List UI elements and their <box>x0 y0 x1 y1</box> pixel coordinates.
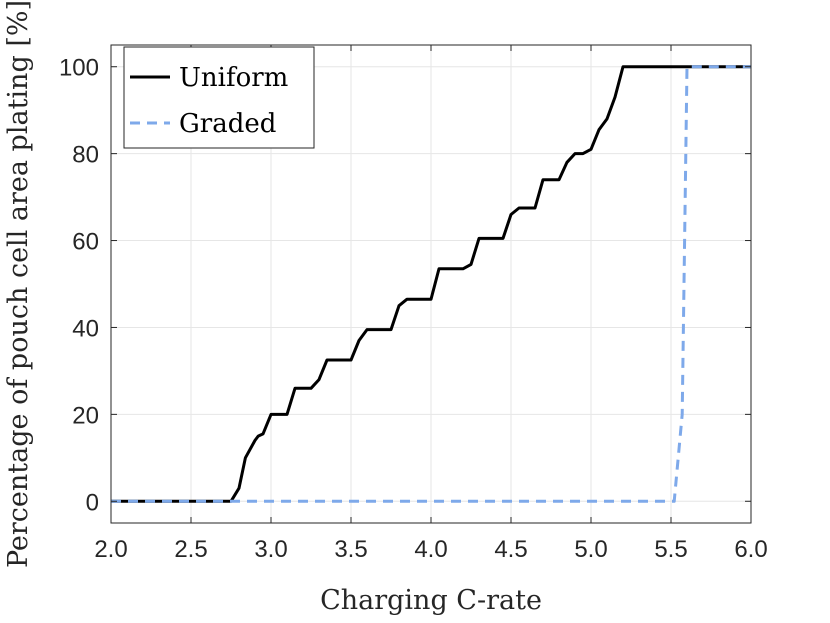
x-tick-label: 4.0 <box>414 536 447 563</box>
legend-label-uniform: Uniform <box>179 63 288 93</box>
y-axis-ticks: 0 20 40 60 80 100 <box>59 55 751 516</box>
y-axis-title: Percentage of pouch cell area plating [%… <box>3 0 34 568</box>
x-axis-title: Charging C-rate <box>320 585 542 616</box>
x-tick-label: 2.0 <box>94 536 127 563</box>
y-tick-label: 80 <box>72 142 99 169</box>
x-tick-label: 3.0 <box>254 536 287 563</box>
legend-box <box>123 46 315 149</box>
x-tick-label: 6.0 <box>734 536 767 563</box>
x-tick-label: 2.5 <box>174 536 207 563</box>
y-tick-label: 100 <box>59 55 99 82</box>
legend: Uniform Graded <box>123 46 315 149</box>
x-tick-label: 5.0 <box>574 536 607 563</box>
y-tick-label: 0 <box>86 489 99 516</box>
legend-label-graded: Graded <box>179 109 276 139</box>
x-tick-label: 3.5 <box>334 536 367 563</box>
series-line-uniform <box>111 65 751 503</box>
y-tick-label: 40 <box>72 315 99 342</box>
y-tick-label: 20 <box>72 402 99 429</box>
y-tick-label: 60 <box>72 229 99 256</box>
x-axis-ticks: 2.0 2.5 3.0 3.5 4.0 4.5 5.0 5.5 6.0 <box>94 45 768 563</box>
series-layer <box>111 65 751 503</box>
series-line-graded <box>111 65 751 503</box>
x-tick-label: 4.5 <box>494 536 527 563</box>
x-tick-label: 5.5 <box>654 536 687 563</box>
